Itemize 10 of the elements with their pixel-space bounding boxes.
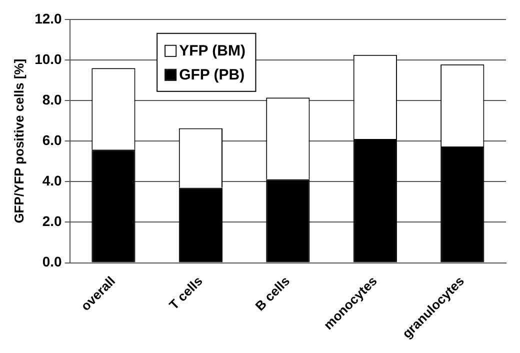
y-tick-label: 0.0: [42, 254, 62, 270]
y-tick-label: 8.0: [42, 91, 62, 108]
y-axis-title: GFP/YFP positive cells [%]: [11, 58, 26, 224]
legend-label: YFP (BM): [179, 42, 246, 60]
y-tick-label: 6.0: [42, 132, 62, 148]
y-tick-label: 2.0: [42, 213, 62, 230]
y-tick-label: 12.0: [34, 10, 62, 26]
legend-label: GFP (PB): [179, 66, 245, 84]
y-tick-label: 4.0: [42, 172, 62, 188]
y-tick-label: 10.0: [34, 50, 62, 67]
